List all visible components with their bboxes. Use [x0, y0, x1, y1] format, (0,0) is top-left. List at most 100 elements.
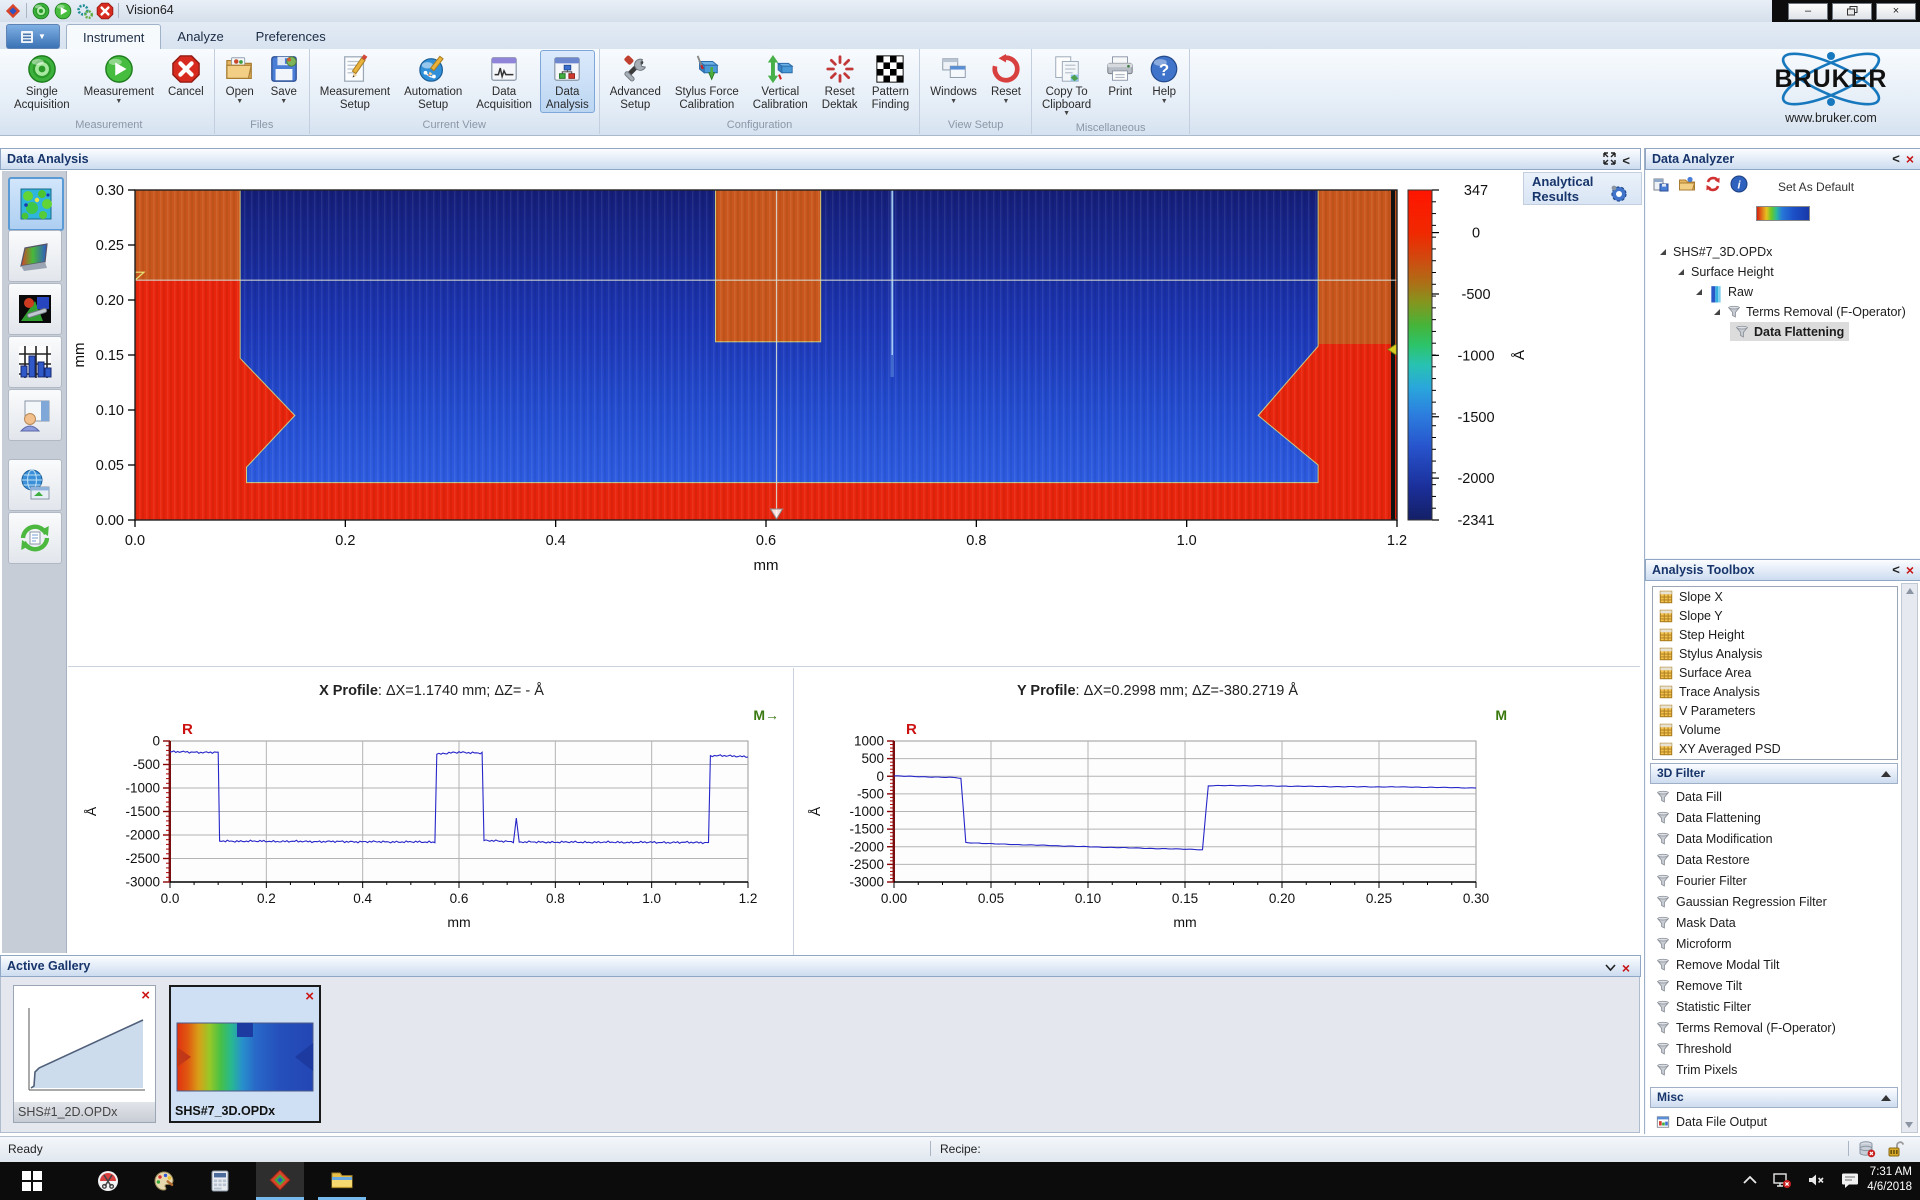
network-error-icon[interactable] [1772, 1170, 1792, 1195]
refresh-icon[interactable] [1704, 175, 1722, 198]
pattern-finding-button[interactable]: Pattern Finding [866, 50, 916, 113]
notification-chat-icon[interactable] [1840, 1170, 1860, 1195]
view-button-histogram[interactable] [8, 336, 62, 388]
filter-item-fourier-filter[interactable]: Fourier Filter [1650, 871, 1747, 890]
help-button[interactable]: ?Help▼ [1143, 50, 1185, 107]
filter-item-statistic-filter[interactable]: Statistic Filter [1650, 997, 1751, 1016]
advanced-setup-button[interactable]: Advanced Setup [604, 50, 667, 113]
close-button[interactable]: × [1876, 3, 1916, 20]
analysis-item-v-parameters[interactable]: V Parameters [1653, 701, 1897, 720]
close-thumbnail-icon[interactable]: × [305, 988, 314, 1005]
tree-node-raw[interactable]: Raw [1694, 282, 1753, 301]
filter-item-data-modification[interactable]: Data Modification [1650, 829, 1773, 848]
analysis-item-stylus-analysis[interactable]: Stylus Analysis [1653, 644, 1897, 663]
filter-item-remove-tilt[interactable]: Remove Tilt [1650, 976, 1742, 995]
set-as-default-button[interactable]: Set As Default [1778, 180, 1854, 194]
restore-button[interactable] [1832, 3, 1872, 20]
filter-item-microform[interactable]: Microform [1650, 934, 1732, 953]
tab-preferences[interactable]: Preferences [240, 24, 342, 48]
measurement-setup-button[interactable]: Measurement Setup [314, 50, 396, 113]
gallery-item-shs-7-3d-opdx[interactable]: ×SHS#7_3D.OPDx [169, 985, 321, 1123]
tab-analyze[interactable]: Analyze [161, 24, 239, 48]
analysis-item-slope-y[interactable]: Slope Y [1653, 606, 1897, 625]
misc-item-data-file-output[interactable]: Data File Output [1650, 1112, 1767, 1131]
analysis-item-trace-analysis[interactable]: Trace Analysis [1653, 682, 1897, 701]
scroll-down-icon[interactable] [1905, 1122, 1913, 1128]
collapse-panel-icon[interactable]: < [1622, 153, 1630, 169]
view-button-image-tools[interactable] [8, 283, 62, 335]
collapse-analyzer-icon[interactable]: < [1892, 151, 1900, 167]
view-button-surface-3d[interactable] [8, 230, 62, 282]
reset-button[interactable]: Reset▼ [985, 50, 1027, 107]
close-toolbox-icon[interactable]: × [1906, 562, 1914, 578]
windows-button[interactable]: Windows▼ [924, 50, 983, 107]
database-error-icon[interactable] [1858, 1140, 1876, 1161]
scroll-up-icon[interactable] [1906, 588, 1914, 594]
tree-node-data-flattening[interactable]: Data Flattening [1730, 322, 1849, 341]
filter-item-terms-removal-f-operator-[interactable]: Terms Removal (F-Operator) [1650, 1018, 1836, 1037]
collapse-gallery-icon[interactable] [1605, 958, 1616, 978]
gear-icon[interactable] [1608, 183, 1630, 205]
filter-item-gaussian-regression-filter[interactable]: Gaussian Regression Filter [1650, 892, 1827, 911]
tab-instrument[interactable]: Instrument [66, 24, 161, 49]
info-icon[interactable]: i [1730, 175, 1748, 198]
export-icon[interactable] [1652, 175, 1670, 198]
section-misc[interactable]: Misc [1650, 1087, 1898, 1108]
expand-panel-icon[interactable] [1603, 151, 1616, 171]
filter-item-data-restore[interactable]: Data Restore [1650, 850, 1750, 869]
analysis-item-xy-averaged-psd[interactable]: XY Averaged PSD [1653, 739, 1897, 758]
taskbar-paint[interactable] [140, 1162, 188, 1200]
app-menu-button[interactable]: ▼ [6, 24, 60, 49]
taskbar-clock[interactable]: 7:31 AM 4/6/2018 [1867, 1165, 1912, 1195]
close-thumbnail-icon[interactable]: × [141, 987, 150, 1004]
analysis-item-surface-area[interactable]: Surface Area [1653, 663, 1897, 682]
quick-cancel-icon[interactable] [96, 2, 114, 20]
filter-item-threshold[interactable]: Threshold [1650, 1039, 1732, 1058]
view-button-surface-map[interactable] [8, 177, 64, 231]
vertical-calibration-button[interactable]: Vertical Calibration [747, 50, 814, 113]
data-analysis-button[interactable]: Data Analysis [540, 50, 595, 113]
stylus-force-calibration-button[interactable]: Stylus Force Calibration [669, 50, 745, 113]
save-button[interactable]: Save▼ [263, 50, 305, 107]
gallery-item-shs-1-2d-opdx[interactable]: ×SHS#1_2D.OPDx [13, 985, 156, 1123]
single-acquisition-button[interactable]: Single Acquisition [8, 50, 76, 113]
surface-heatmap[interactable]: 0.00.20.40.60.81.01.20.000.050.100.150.2… [68, 172, 1598, 612]
taskbar-file-explorer[interactable] [318, 1162, 366, 1200]
reset-dektak-button[interactable]: Reset Dektak [816, 50, 864, 113]
data-acquisition-button[interactable]: Data Acquisition [470, 50, 538, 113]
tree-node-surface-height[interactable]: Surface Height [1676, 262, 1774, 281]
filter-item-trim-pixels[interactable]: Trim Pixels [1650, 1060, 1737, 1079]
taskbar-vision64-active[interactable] [256, 1162, 304, 1200]
volume-muted-icon[interactable] [1806, 1170, 1826, 1195]
automation-setup-button[interactable]: Automation Setup [398, 50, 468, 113]
tree-node-terms-removal-f-operator-[interactable]: Terms Removal (F-Operator) [1712, 302, 1906, 321]
quick-settings-gears-icon[interactable] [76, 2, 94, 20]
filter-item-data-flattening[interactable]: Data Flattening [1650, 808, 1761, 827]
analysis-item-slope-x[interactable]: Slope X [1653, 587, 1897, 606]
taskbar-calculator[interactable] [196, 1162, 244, 1200]
minimize-button[interactable]: – [1788, 3, 1828, 20]
filter-item-mask-data[interactable]: Mask Data [1650, 913, 1736, 932]
section-3d-filter[interactable]: 3D Filter [1650, 763, 1898, 784]
copy-to-clipboard-button[interactable]: Copy To Clipboard▼ [1036, 50, 1097, 119]
tree-node-shs-7-3d-opdx[interactable]: SHS#7_3D.OPDx [1658, 242, 1772, 261]
close-analyzer-icon[interactable]: × [1906, 151, 1914, 167]
collapse-toolbox-icon[interactable]: < [1892, 562, 1900, 578]
close-gallery-icon[interactable]: × [1622, 960, 1630, 976]
toolbox-scrollbar[interactable] [1901, 583, 1918, 1133]
cancel-button[interactable]: Cancel [162, 50, 210, 101]
open-small-icon[interactable] [1678, 175, 1696, 198]
view-button-refresh-doc[interactable] [8, 512, 62, 564]
taskbar-snipping-tool[interactable] [84, 1162, 132, 1200]
start-button[interactable] [8, 1162, 56, 1200]
view-button-report[interactable] [8, 389, 62, 441]
open-button[interactable]: Open▼ [219, 50, 261, 107]
filter-item-remove-modal-tilt[interactable]: Remove Modal Tilt [1650, 955, 1780, 974]
quick-single-acquisition-icon[interactable] [32, 2, 50, 20]
print-button[interactable]: Print [1099, 50, 1141, 101]
chevron-up-icon[interactable] [1740, 1170, 1760, 1195]
filter-item-data-fill[interactable]: Data Fill [1650, 787, 1722, 806]
lock-open-icon[interactable] [1886, 1140, 1904, 1161]
analysis-item-volume[interactable]: Volume [1653, 720, 1897, 739]
view-button-web-export[interactable] [8, 459, 62, 511]
